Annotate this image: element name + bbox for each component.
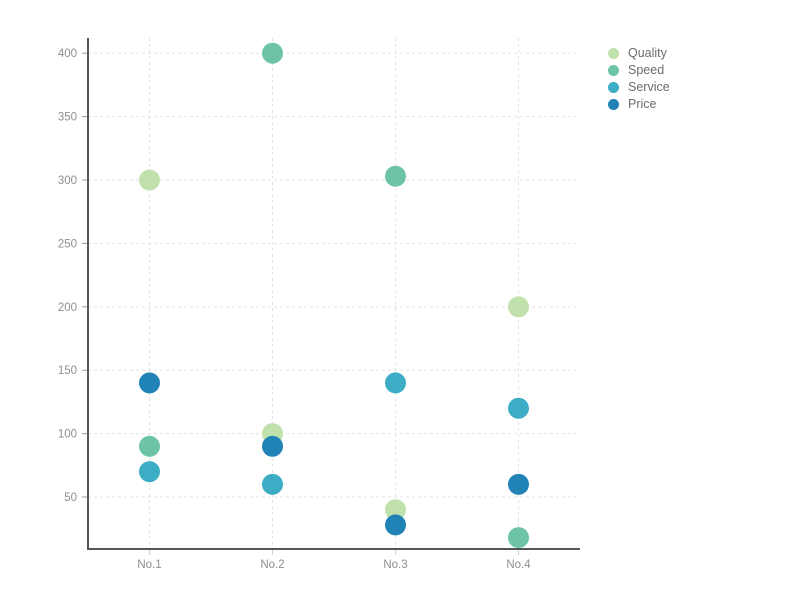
data-point-quality[interactable] [385,499,406,521]
data-point-price[interactable] [262,435,283,457]
legend-marker-icon [608,65,619,76]
y-tick-label: 50 [64,492,77,504]
x-tick-label: No.3 [383,559,407,571]
y-tick-label: 350 [58,112,77,124]
data-point-price[interactable] [139,372,160,394]
x-tick-label: No.1 [137,559,161,571]
x-tick-label: No.2 [260,559,284,571]
data-point-speed[interactable] [139,435,160,457]
y-tick-label: 250 [58,238,77,250]
data-point-speed[interactable] [508,527,529,549]
legend-marker-icon [608,82,619,93]
y-tick-label: 400 [58,48,77,60]
y-tick-label: 100 [58,429,77,441]
legend-marker-icon [608,48,619,59]
data-point-speed[interactable] [385,165,406,187]
legend-label: Speed [628,63,665,77]
data-point-service[interactable] [508,397,529,419]
legend-item-quality[interactable]: Quality [608,45,670,62]
y-tick-label: 150 [58,365,77,377]
legend-item-speed[interactable]: Speed [608,62,670,79]
legend-marker-icon [608,99,619,110]
data-point-quality[interactable] [139,169,160,191]
legend-item-service[interactable]: Service [608,79,670,96]
legend-item-price[interactable]: Price [608,96,670,113]
data-point-price[interactable] [508,473,529,495]
x-tick-label: No.4 [506,559,531,571]
legend: Quality Speed Service Price [608,45,670,113]
legend-label: Quality [628,46,667,60]
legend-label: Price [628,97,657,111]
y-tick-label: 200 [58,302,77,314]
legend-label: Service [628,80,670,94]
data-point-service[interactable] [262,473,283,495]
y-tick-label: 300 [58,175,77,187]
data-point-service[interactable] [139,461,160,483]
data-point-quality[interactable] [508,296,529,318]
data-point-service[interactable] [385,372,406,394]
data-point-price[interactable] [385,514,406,536]
data-point-speed[interactable] [262,42,283,64]
